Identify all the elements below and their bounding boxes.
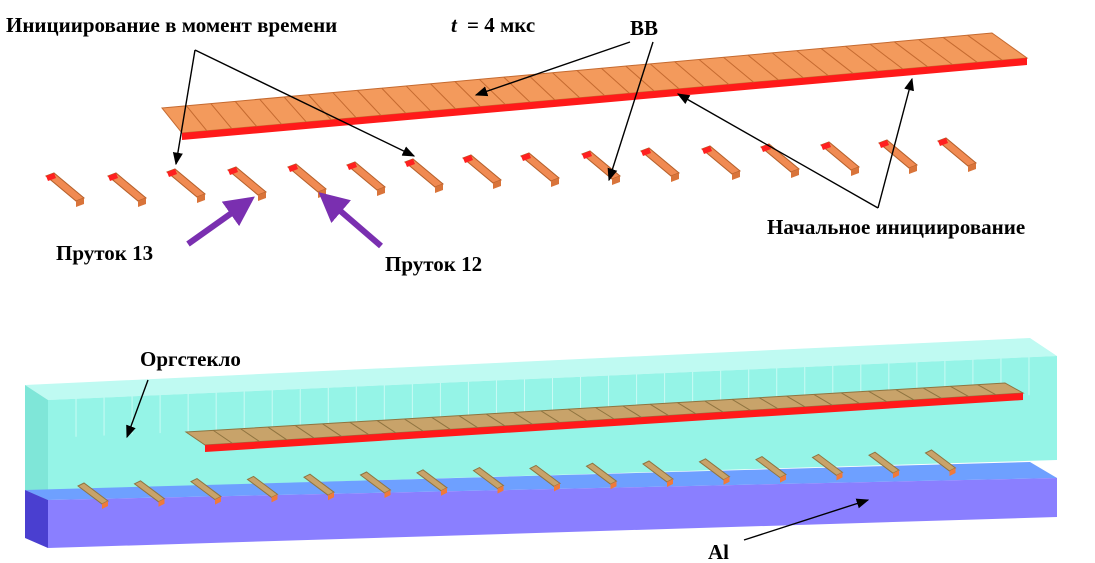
explosive-arrow-charge (474, 41, 631, 97)
initial-initiation-label: Начальное инициирование (767, 215, 1025, 239)
rod-13-arrow (186, 196, 255, 247)
bottom-rod (755, 456, 787, 483)
top-view: Инициирование в момент времени t = 4 мкс… (6, 13, 1029, 276)
explosive-arrow-rod (607, 41, 654, 182)
top-rod (581, 150, 621, 185)
top-rod (820, 141, 860, 176)
bottom-rod (133, 480, 166, 507)
top-rod (701, 145, 741, 180)
bottom-rod (303, 473, 335, 501)
top-rod (166, 168, 206, 203)
bottom-rod (359, 471, 392, 498)
top-rod (760, 143, 800, 178)
al-label: Al (708, 540, 729, 563)
initiation-arrow-right (194, 49, 416, 157)
top-rod (462, 154, 502, 189)
bottom-rod (190, 478, 222, 505)
bottom-rod (529, 464, 561, 492)
top-rod (287, 163, 327, 198)
embedded-explosive (184, 382, 1025, 452)
initiation-time-label: Инициирование в момент времени (6, 13, 337, 37)
top-rod (878, 139, 918, 174)
initiation-arrow-left (172, 49, 196, 166)
top-rod (107, 172, 147, 207)
time-value: = 4 мкс (467, 13, 535, 37)
explosive-charge (161, 32, 1029, 140)
time-variable: t (451, 13, 458, 37)
top-rod (404, 158, 444, 193)
top-rod-row (45, 137, 977, 207)
rod-13-label: Пруток 13 (56, 241, 153, 265)
bottom-rod (642, 460, 674, 487)
top-rod (227, 166, 267, 201)
top-rod (45, 172, 85, 207)
top-rod (937, 137, 977, 172)
bottom-rod (698, 458, 731, 485)
bottom-rod (868, 451, 900, 479)
plexiglass-label: Оргстекло (140, 347, 241, 371)
top-rod (346, 161, 386, 196)
top-rod (520, 152, 560, 187)
bottom-rod (246, 475, 279, 503)
al-arrow (743, 498, 870, 541)
pointer-arrows (172, 41, 914, 209)
rod-12-label: Пруток 12 (385, 252, 482, 276)
rod-12-arrow (318, 192, 383, 249)
bottom-rod-row (77, 449, 957, 509)
bottom-view: Оргстекло Al (25, 338, 1057, 563)
aluminum-plate (25, 462, 1057, 548)
bottom-rod (585, 462, 618, 490)
initial-initiation-arrow-right (877, 77, 914, 209)
initial-initiation-arrow-left (676, 93, 879, 209)
bottom-rod (472, 467, 505, 494)
bottom-rod (924, 449, 957, 476)
plexiglass-arrow (126, 379, 149, 439)
bottom-rod (811, 453, 844, 481)
bottom-rod (416, 469, 448, 496)
explosive-label: ВВ (630, 16, 658, 40)
top-rod (640, 147, 680, 182)
bottom-rod (77, 482, 109, 509)
